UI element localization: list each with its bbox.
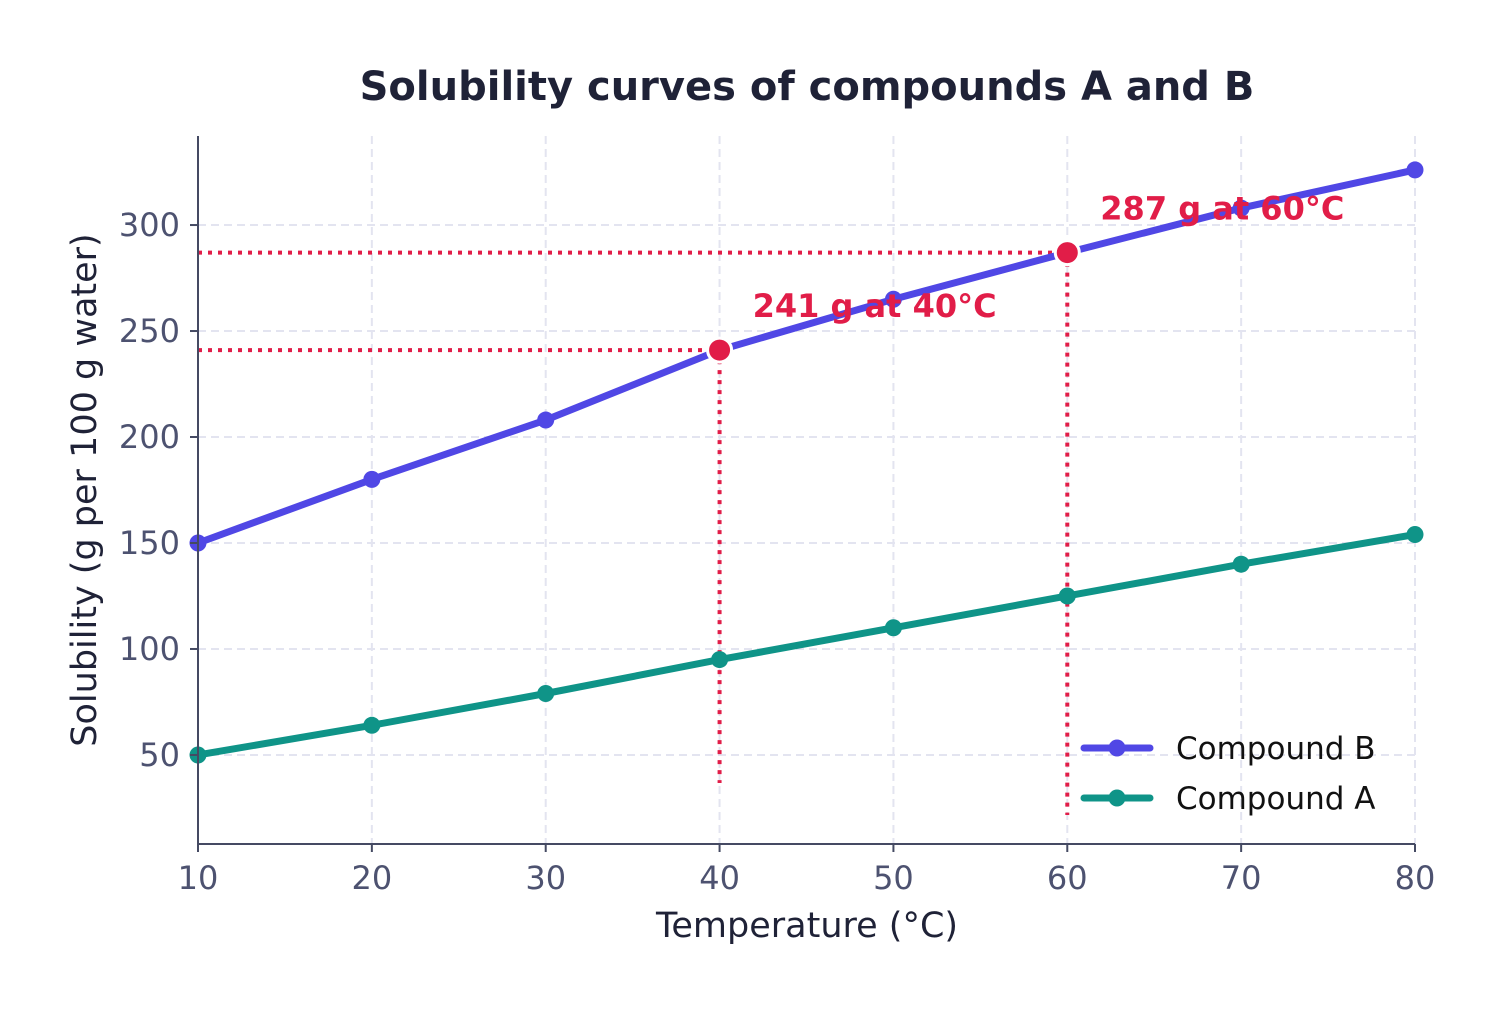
legend-label: Compound B [1176, 731, 1376, 767]
legend-marker [1108, 789, 1126, 807]
annotation-guides [198, 250, 1070, 815]
y-tick-label: 150 [119, 524, 180, 562]
series-layer [189, 161, 1424, 764]
annotation-label: 241 g at 40°C [753, 287, 997, 325]
x-tick-label: 60 [1047, 859, 1088, 897]
chart-title: Solubility curves of compounds A and B [360, 64, 1255, 110]
y-tick-label: 100 [119, 630, 180, 668]
data-point-compound-b [363, 470, 381, 488]
data-point-compound-a [1058, 587, 1076, 605]
data-point-compound-b [1406, 161, 1424, 179]
y-tick-label: 300 [119, 206, 180, 244]
series-line-compound-a [194, 531, 1419, 759]
data-point-compound-a [884, 619, 902, 637]
x-tick-label: 50 [873, 859, 914, 897]
annotation-marker [1053, 239, 1081, 267]
data-point-compound-b [537, 411, 555, 429]
y-tick-label: 200 [119, 418, 180, 456]
legend-marker [1108, 739, 1126, 757]
legend-label: Compound A [1176, 781, 1376, 817]
data-point-compound-a [1232, 555, 1250, 573]
y-tick-label: 50 [139, 736, 180, 774]
annotations: 241 g at 40°C 287 g at 60°C [706, 190, 1344, 364]
y-axis-title: Solubility (g per 100 g water) [65, 233, 105, 746]
series-line-compound-b [194, 166, 1419, 547]
axes: 10 20 30 40 50 60 70 80 50 100 150 200 250 300 [119, 136, 1435, 897]
data-point-compound-b [1232, 199, 1250, 217]
annotation-label: 287 g at 60°C [1100, 190, 1344, 228]
data-point-compound-a [711, 651, 729, 669]
x-tick-label: 70 [1221, 859, 1262, 897]
x-tick-label: 80 [1395, 859, 1436, 897]
x-tick-label: 30 [525, 859, 566, 897]
data-point-compound-a [537, 684, 555, 702]
x-tick-label: 10 [178, 859, 219, 897]
data-point-compound-a [1406, 526, 1424, 544]
x-axis-title: Temperature (°C) [655, 906, 958, 946]
data-point-compound-a [363, 716, 381, 734]
x-tick-label: 40 [699, 859, 740, 897]
annotation-marker [706, 336, 734, 364]
data-point-compound-b [884, 290, 902, 308]
legend: Compound B Compound A [1080, 731, 1376, 817]
x-tick-label: 20 [351, 859, 392, 897]
y-tick-label: 250 [119, 312, 180, 350]
